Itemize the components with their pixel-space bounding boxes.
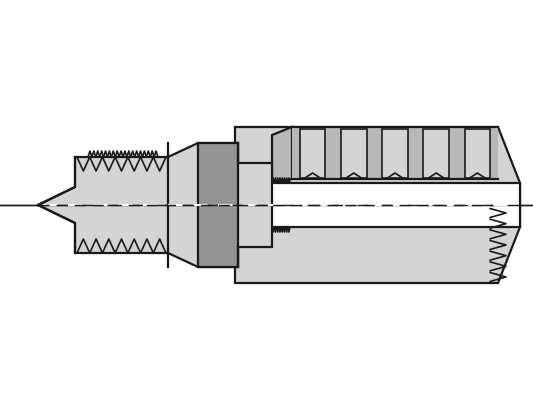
Polygon shape (38, 143, 272, 267)
Bar (292, 127, 498, 179)
Bar (341, 129, 367, 178)
Polygon shape (198, 143, 238, 267)
Polygon shape (235, 183, 520, 227)
Polygon shape (272, 127, 292, 183)
Bar (423, 129, 449, 178)
Polygon shape (235, 127, 520, 283)
Bar (465, 129, 490, 178)
Bar (382, 129, 408, 178)
Bar (300, 129, 325, 178)
